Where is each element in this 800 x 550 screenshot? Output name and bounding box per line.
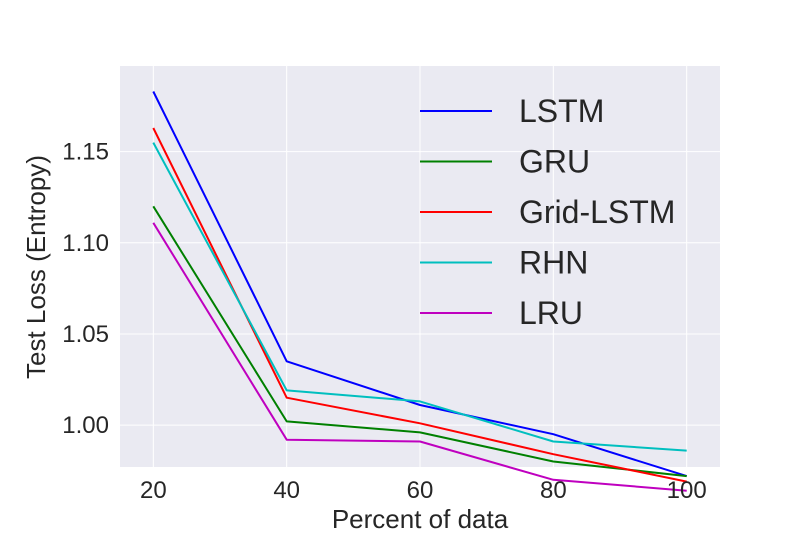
series-line-gru	[152, 205, 687, 478]
legend-label-rhn: RHN	[519, 245, 588, 281]
legend: LSTM GRU Grid-LSTM RHN LRU	[420, 93, 675, 331]
y-axis-label: Test Loss (Entropy)	[21, 155, 51, 379]
series-line-lru	[152, 222, 687, 492]
series-lines	[152, 91, 687, 492]
legend-label-grid-lstm: Grid-LSTM	[519, 194, 675, 230]
legend-label-lru: LRU	[519, 295, 583, 331]
grid	[120, 66, 720, 467]
legend-label-gru: GRU	[519, 144, 590, 180]
legend-label-lstm: LSTM	[519, 93, 604, 129]
x-tick-label: 60	[407, 477, 434, 504]
x-axis-label: Percent of data	[332, 504, 509, 534]
y-tick-label: 1.05	[62, 321, 109, 348]
series-line-rhn	[152, 142, 687, 452]
y-tick-label: 1.10	[62, 230, 109, 257]
y-tick-label: 1.00	[62, 412, 109, 439]
tick-labels: 20 40 60 80 100 1.00 1.05 1.10 1.15	[62, 139, 706, 504]
x-tick-label: 80	[540, 477, 567, 504]
series-line-lstm	[152, 91, 687, 478]
x-tick-label: 20	[140, 477, 167, 504]
y-tick-label: 1.15	[62, 139, 109, 166]
x-tick-label: 40	[273, 477, 300, 504]
x-tick-label: 100	[667, 477, 707, 504]
